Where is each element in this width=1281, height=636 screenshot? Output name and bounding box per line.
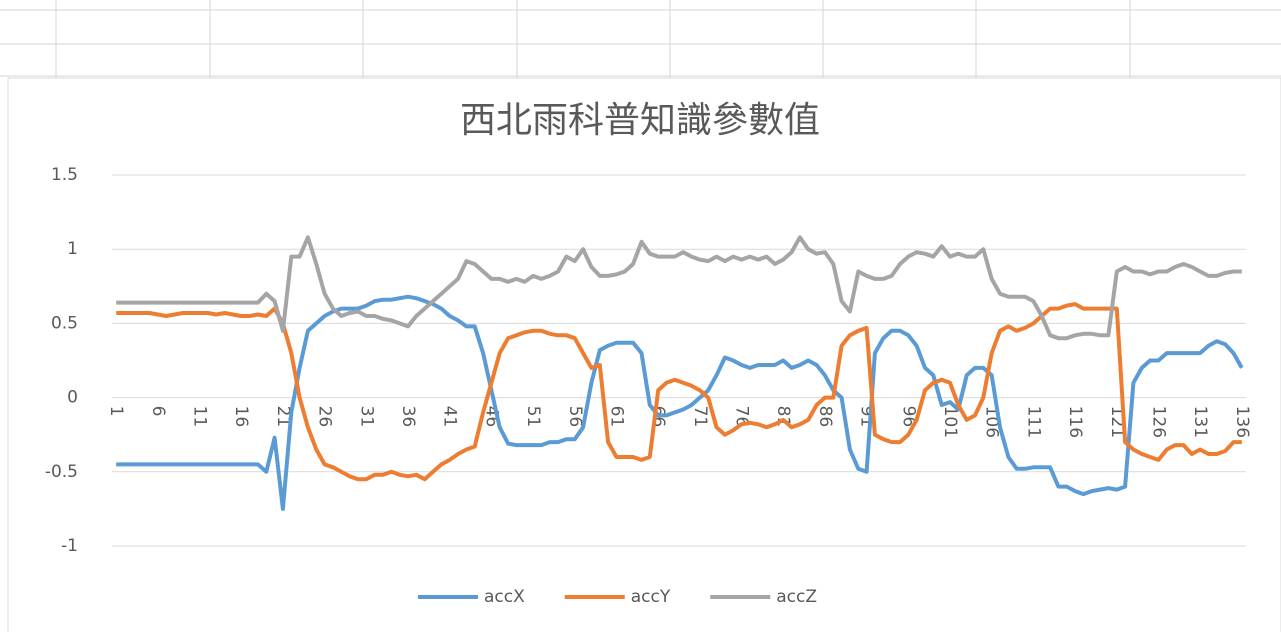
y-tick-label: 0 — [67, 388, 78, 408]
x-tick-label: 16 — [231, 406, 251, 428]
x-tick-label: 131 — [1190, 406, 1210, 438]
y-tick-label: -1 — [61, 536, 78, 556]
x-tick-label: 11 — [190, 406, 210, 428]
x-tick-label: 86 — [815, 406, 835, 428]
x-tick-label: 116 — [1065, 406, 1085, 438]
x-tick-label: 56 — [565, 406, 585, 428]
x-tick-label: 26 — [315, 406, 335, 428]
legend-label: accY — [631, 587, 671, 607]
x-tick-label: 31 — [356, 406, 376, 428]
x-tick-label: 126 — [1148, 406, 1168, 438]
x-tick-label: 21 — [273, 406, 293, 428]
x-tick-label: 71 — [690, 406, 710, 428]
x-tick-label: 61 — [606, 406, 626, 428]
legend-label: accX — [484, 587, 525, 607]
y-tick-label: 1.5 — [51, 165, 78, 185]
chart-title: 西北雨科普知識參數值 — [460, 100, 820, 141]
chart-area — [7, 77, 1281, 636]
x-tick-label: 101 — [940, 406, 960, 438]
y-tick-label: 0.5 — [51, 313, 78, 333]
x-tick-label: 6 — [148, 406, 168, 417]
x-tick-label: 1 — [106, 406, 126, 417]
x-tick-label: 36 — [398, 406, 418, 428]
y-tick-label: 1 — [67, 239, 78, 259]
series-line — [116, 235, 1242, 341]
plot: -1-0.500.511.51 6 11 16 21 26 31 36 41 46 51 56 61 66… — [45, 165, 1252, 607]
x-tick-label: 41 — [440, 406, 460, 428]
legend-label: accZ — [776, 587, 817, 607]
x-tick-label: 111 — [1023, 406, 1043, 438]
spreadsheet-grid — [0, 0, 1281, 78]
x-tick-label: 51 — [523, 406, 543, 428]
y-tick-label: -0.5 — [45, 462, 78, 482]
x-tick-label: 136 — [1232, 406, 1252, 438]
series-line — [116, 302, 1242, 482]
series-line — [116, 294, 1244, 511]
